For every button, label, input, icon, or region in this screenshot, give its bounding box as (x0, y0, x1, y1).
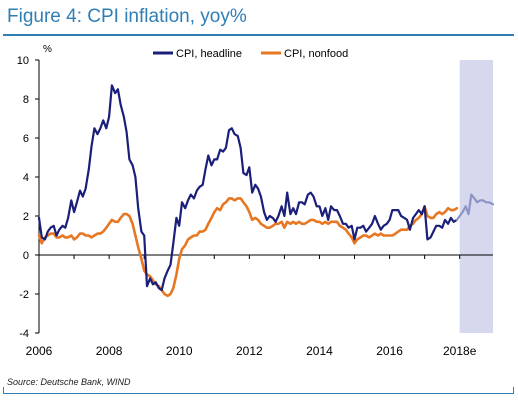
bottom-divider (3, 393, 514, 394)
x-tick-label: 2010 (166, 344, 193, 358)
legend-label: CPI, nonfood (284, 48, 348, 60)
y-axis-unit: % (43, 44, 52, 55)
x-tick-label: 2008 (96, 344, 123, 358)
source-note: Source: Deutsche Bank, WIND (7, 377, 131, 387)
series-line-cpi-nonfood (37, 197, 459, 298)
bottom-right-tick (513, 387, 514, 394)
forecast-line (455, 193, 495, 221)
y-tick-label: -2 (19, 289, 29, 301)
forecast-band (459, 60, 493, 333)
y-tick-label: 4 (23, 172, 29, 184)
y-tick-label: 10 (17, 55, 29, 67)
figure-frame: Figure 4: CPI inflation, yoy% -4 -2 0 2 4 6 8 1… (3, 3, 514, 400)
x-tick-label: 2016 (376, 344, 403, 358)
x-tick-label: 2018e (443, 344, 477, 358)
title-divider (3, 34, 514, 36)
series-line-cpi-headline (37, 84, 458, 292)
bottom-left-tick (3, 387, 4, 394)
figure-title-bar: Figure 4: CPI inflation, yoy% (3, 3, 514, 33)
y-tick-label: -4 (19, 328, 29, 340)
cpi-line-chart: -4 -2 0 2 4 6 8 10% 2006 2008 2010 2012 2014 2016 2018… (17, 44, 495, 358)
y-tick-label: 0 (23, 250, 29, 262)
y-tick-label: 2 (23, 211, 29, 223)
figure-title: Figure 4: CPI inflation, yoy% (7, 6, 247, 27)
x-tick-label: 2014 (306, 344, 333, 358)
x-tick-label: 2006 (26, 344, 53, 358)
y-tick-label: 8 (23, 94, 29, 106)
legend-label: CPI, headline (176, 48, 242, 60)
y-tick-label: 6 (23, 133, 29, 145)
x-tick-label: 2012 (236, 344, 263, 358)
